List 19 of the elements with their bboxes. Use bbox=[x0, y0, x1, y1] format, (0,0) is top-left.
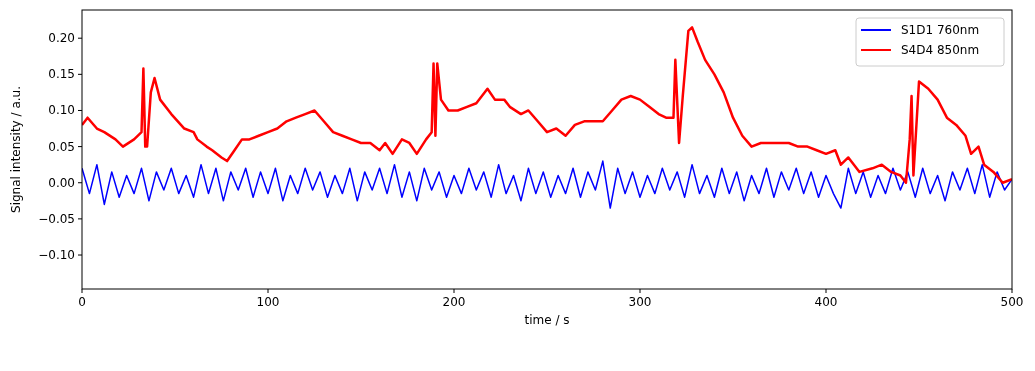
x-tick-label: 300 bbox=[628, 295, 652, 309]
x-tick-label: 200 bbox=[442, 295, 466, 309]
y-tick-label: 0.00 bbox=[48, 175, 75, 190]
legend-label: S1D1 760nm bbox=[901, 23, 980, 37]
legend-label: S4D4 850nm bbox=[901, 43, 980, 57]
line-series bbox=[82, 160, 1012, 209]
x-axis-title: time / s bbox=[524, 313, 570, 327]
y-tick-label: 0.20 bbox=[48, 31, 75, 46]
y-tick-label: 0.15 bbox=[48, 67, 75, 82]
y-tick-label: 0.10 bbox=[48, 103, 75, 118]
y-axis-title: Signal intensity / a.u. bbox=[9, 86, 23, 213]
x-tick-label: 400 bbox=[814, 295, 838, 309]
x-tick-label: 100 bbox=[256, 295, 280, 309]
line-series bbox=[82, 26, 1012, 184]
y-tick-label: −0.10 bbox=[38, 248, 75, 263]
x-tick-label: 0 bbox=[78, 295, 86, 309]
x-tick-label: 500 bbox=[1000, 295, 1024, 309]
y-tick-label: 0.05 bbox=[48, 139, 75, 154]
y-tick-label: −0.05 bbox=[38, 211, 75, 226]
